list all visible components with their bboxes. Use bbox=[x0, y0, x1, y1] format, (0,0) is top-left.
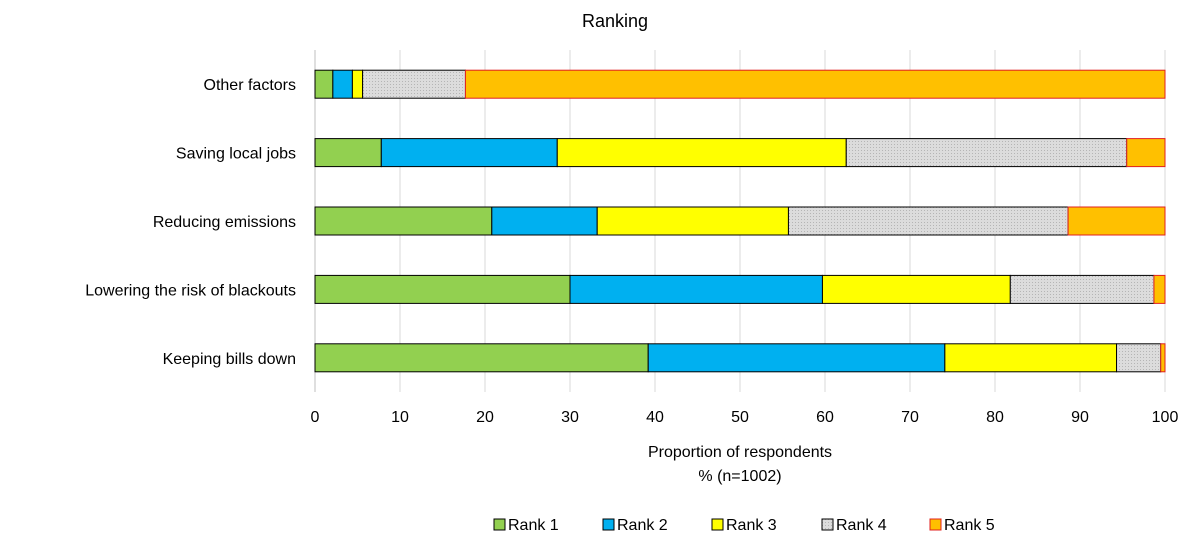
category-label: Other factors bbox=[204, 77, 296, 94]
legend-label-rank-3: Rank 3 bbox=[726, 517, 777, 534]
legend-label-rank-4: Rank 4 bbox=[836, 517, 887, 534]
legend-swatch-rank-1 bbox=[493, 518, 506, 531]
legend-label-rank-5: Rank 5 bbox=[944, 517, 995, 534]
x-axis-label-line-1: Proportion of respondents bbox=[648, 444, 832, 461]
x-tick-label: 40 bbox=[646, 409, 664, 426]
bar-rank-5-other-factors bbox=[464, 69, 1166, 99]
bar-rank-2-reducing-emissions bbox=[491, 206, 598, 236]
category-label: Lowering the risk of blackouts bbox=[85, 282, 296, 299]
x-tick-label: 30 bbox=[561, 409, 579, 426]
x-tick-label: 60 bbox=[816, 409, 834, 426]
x-tick-label: 70 bbox=[901, 409, 919, 426]
legend-swatch-rank-5 bbox=[929, 518, 942, 531]
legend-label-rank-1: Rank 1 bbox=[508, 517, 559, 534]
bar-rank-1-lowering-the-risk-of-blackouts bbox=[314, 274, 571, 304]
category-labels: Other factors Saving local jobs Reducing e… bbox=[85, 77, 296, 368]
bar-rank-4-lowering-the-risk-of-blackouts bbox=[1009, 274, 1155, 304]
bar-rank-5-keeping-bills-down bbox=[1160, 343, 1166, 373]
legend: Rank 1 Rank 2 Rank 3 Rank 4 Rank 5 bbox=[493, 517, 995, 534]
chart-title: Ranking bbox=[582, 11, 648, 31]
bar-rank-1-reducing-emissions bbox=[314, 206, 493, 236]
legend-label-rank-2: Rank 2 bbox=[617, 517, 668, 534]
x-tick-label: 20 bbox=[476, 409, 494, 426]
x-axis-label-line-2: % (n=1002) bbox=[698, 468, 781, 485]
bar-rank-2-lowering-the-risk-of-blackouts bbox=[569, 274, 823, 304]
bars bbox=[314, 69, 1166, 373]
bar-rank-5-reducing-emissions bbox=[1067, 206, 1166, 236]
bar-rank-3-other-factors bbox=[351, 69, 364, 99]
bar-rank-1-saving-local-jobs bbox=[314, 138, 382, 168]
x-tick-label: 100 bbox=[1152, 409, 1179, 426]
x-tick-label: 80 bbox=[986, 409, 1004, 426]
category-label: Reducing emissions bbox=[153, 214, 296, 231]
category-label: Keeping bills down bbox=[163, 351, 296, 368]
bar-rank-3-keeping-bills-down bbox=[944, 343, 1118, 373]
legend-swatch-rank-4 bbox=[821, 518, 834, 531]
bar-rank-3-reducing-emissions bbox=[596, 206, 789, 236]
bar-rank-3-saving-local-jobs bbox=[556, 138, 847, 168]
bar-rank-3-lowering-the-risk-of-blackouts bbox=[821, 274, 1011, 304]
x-tick-labels: 0 10 20 30 40 50 60 70 80 90 100 bbox=[311, 409, 1179, 426]
bar-rank-4-reducing-emissions bbox=[787, 206, 1069, 236]
bar-rank-5-saving-local-jobs bbox=[1126, 138, 1166, 168]
bar-rank-2-saving-local-jobs bbox=[380, 138, 558, 168]
bar-rank-2-other-factors bbox=[332, 69, 353, 99]
x-tick-label: 10 bbox=[391, 409, 409, 426]
bar-rank-4-saving-local-jobs bbox=[845, 138, 1128, 168]
x-tick-label: 0 bbox=[311, 409, 320, 426]
bar-rank-1-keeping-bills-down bbox=[314, 343, 649, 373]
bar-rank-2-keeping-bills-down bbox=[647, 343, 946, 373]
category-label: Saving local jobs bbox=[176, 146, 296, 163]
bar-rank-4-keeping-bills-down bbox=[1116, 343, 1162, 373]
bar-rank-1-other-factors bbox=[314, 69, 334, 99]
bar-rank-5-lowering-the-risk-of-blackouts bbox=[1153, 274, 1166, 304]
bar-rank-4-other-factors bbox=[362, 69, 466, 99]
legend-swatch-rank-2 bbox=[602, 518, 615, 531]
x-tick-label: 50 bbox=[731, 409, 749, 426]
x-tick-label: 90 bbox=[1071, 409, 1089, 426]
legend-swatch-rank-3 bbox=[711, 518, 724, 531]
